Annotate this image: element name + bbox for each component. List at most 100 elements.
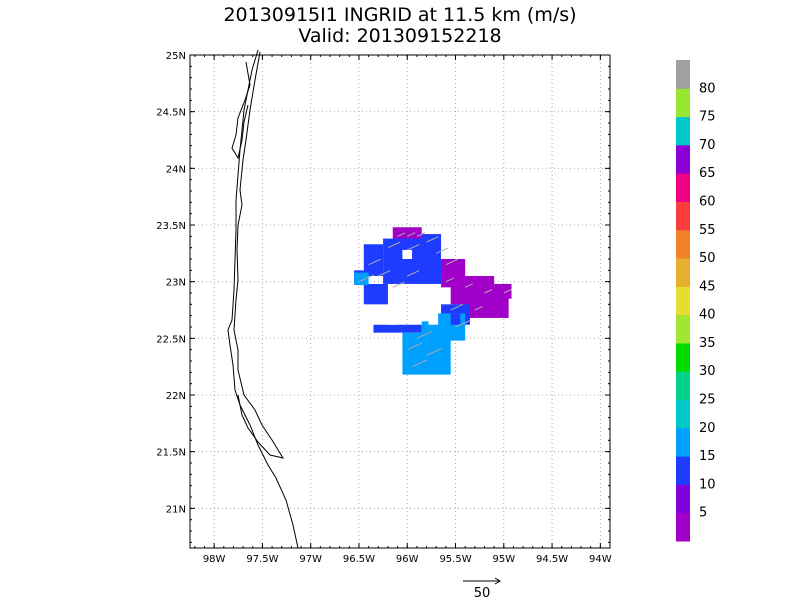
- x-tick-label: 97W: [299, 554, 322, 565]
- wind-vector: [450, 304, 463, 311]
- x-tick-label: 98W: [203, 554, 226, 565]
- wind-cell: [392, 227, 422, 242]
- wind-vector: [407, 342, 423, 351]
- coastline: [227, 49, 299, 549]
- x-tick-label: 96.5W: [343, 554, 375, 565]
- colorbar-swatch: [676, 399, 690, 429]
- wind-vector: [416, 232, 426, 237]
- y-axis: 21N 21.5N 22N 22.5N 23N 23.5N 24N 24.5N 25N: [156, 51, 610, 543]
- wind-vector: [503, 289, 512, 294]
- x-tick-label: 94.5W: [536, 554, 568, 565]
- colorbar: 5 10 15 20 25 30 35 40 45 50 55 60 65 70 75 80: [676, 60, 716, 542]
- wind-vector: [445, 277, 455, 283]
- grid-lines: [190, 54, 610, 548]
- wind-vector: [387, 241, 401, 249]
- colorbar-label: 35: [699, 336, 716, 351]
- colorbar-label: 75: [699, 110, 716, 125]
- no-data-gap: [387, 315, 398, 325]
- no-data-gap: [412, 290, 429, 322]
- colorbar-swatch: [676, 144, 690, 174]
- y-tick-label: 25N: [166, 51, 186, 62]
- colorbar-label: 70: [699, 138, 716, 153]
- wind-cell: [373, 324, 422, 333]
- colorbar-label: 20: [699, 421, 716, 436]
- coastline-inner: [233, 51, 285, 459]
- reference-vector-label: 50: [474, 586, 491, 600]
- y-tick-label: 22.5N: [156, 334, 186, 345]
- wind-cell: [494, 283, 512, 299]
- wind-vector: [474, 306, 483, 311]
- colorbar-label: 30: [699, 364, 716, 379]
- y-tick-label: 22N: [166, 391, 186, 402]
- colorbar-swatch: [676, 258, 690, 287]
- wind-cell: [354, 272, 369, 286]
- colorbar-label: 15: [699, 449, 716, 464]
- wind-vector: [484, 289, 493, 294]
- coastline-lagoon: [231, 61, 251, 160]
- wind-vector: [378, 270, 391, 277]
- x-axis: 98W 97.5W 97W 96.5W 96W 95.5W 95W 94.5W 94W: [194, 55, 612, 565]
- no-data-gap: [428, 304, 439, 325]
- colorbar-swatch: [676, 116, 690, 146]
- x-tick-label: 95.5W: [439, 554, 471, 565]
- wind-vector: [368, 258, 381, 266]
- colorbar-label: 65: [699, 166, 716, 181]
- colorbar-swatch: [676, 60, 690, 89]
- wind-cell: [363, 283, 388, 305]
- wind-vector: [407, 270, 420, 277]
- wind-vector: [416, 331, 433, 339]
- wind-vector: [411, 359, 428, 368]
- wind-cell: [383, 238, 442, 284]
- colorbar-label: 45: [699, 279, 716, 294]
- wind-vector: [455, 319, 471, 328]
- wind-vector: [392, 281, 405, 288]
- colorbar-swatch: [676, 456, 690, 485]
- x-tick-label: 96W: [396, 554, 419, 565]
- no-data-gap: [402, 249, 413, 259]
- y-tick-label: 24N: [166, 164, 186, 175]
- colorbar-swatch: [676, 342, 690, 372]
- colorbar-swatch: [676, 173, 690, 202]
- colorbar-swatch: [676, 427, 690, 457]
- colorbar-label: 25: [699, 393, 716, 408]
- wind-cell: [363, 244, 384, 276]
- y-tick-label: 21N: [166, 504, 186, 515]
- y-tick-label: 21.5N: [156, 448, 186, 459]
- colorbar-swatch: [676, 286, 690, 316]
- x-tick-label: 95W: [492, 554, 515, 565]
- chart-title: 20130915I1 INGRID at 11.5 km (m/s): [223, 4, 577, 26]
- wind-vector: [464, 283, 473, 288]
- reference-vector-head: [494, 577, 501, 585]
- reference-vector: 50: [463, 577, 501, 600]
- wind-vector: [426, 236, 439, 243]
- colorbar-swatch: [676, 371, 690, 401]
- coastline-outer: [227, 49, 299, 549]
- colorbar-label: 50: [699, 251, 716, 266]
- colorbar-swatch: [676, 201, 690, 231]
- colorbar-label: 80: [699, 81, 716, 96]
- x-tick-label: 94W: [589, 554, 612, 565]
- wind-vector: [358, 274, 375, 283]
- colorbar-swatch: [676, 484, 690, 514]
- chart-subtitle: Valid: 201309152218: [298, 25, 502, 47]
- colorbar-swatch: [676, 314, 690, 344]
- colorbar-label: 55: [699, 223, 716, 238]
- y-tick-label: 23N: [166, 278, 186, 289]
- wind-vector: [397, 232, 406, 237]
- colorbar-label: 40: [699, 308, 716, 323]
- plot-frame: [189, 54, 611, 549]
- wind-vector: [436, 247, 449, 254]
- y-tick-label: 23.5N: [156, 221, 186, 232]
- x-tick-label: 97.5W: [246, 554, 278, 565]
- colorbar-label: 60: [699, 194, 716, 209]
- colorbar-label: 5: [699, 506, 707, 521]
- wind-vector: [407, 232, 416, 237]
- wind-vector: [445, 258, 459, 266]
- y-tick-label: 24.5N: [156, 108, 186, 119]
- wind-vector: [426, 348, 442, 356]
- colorbar-swatch: [676, 88, 690, 118]
- wind-cell: [450, 313, 461, 325]
- colorbar-swatch: [676, 229, 690, 259]
- colorbar-swatch: [676, 512, 690, 542]
